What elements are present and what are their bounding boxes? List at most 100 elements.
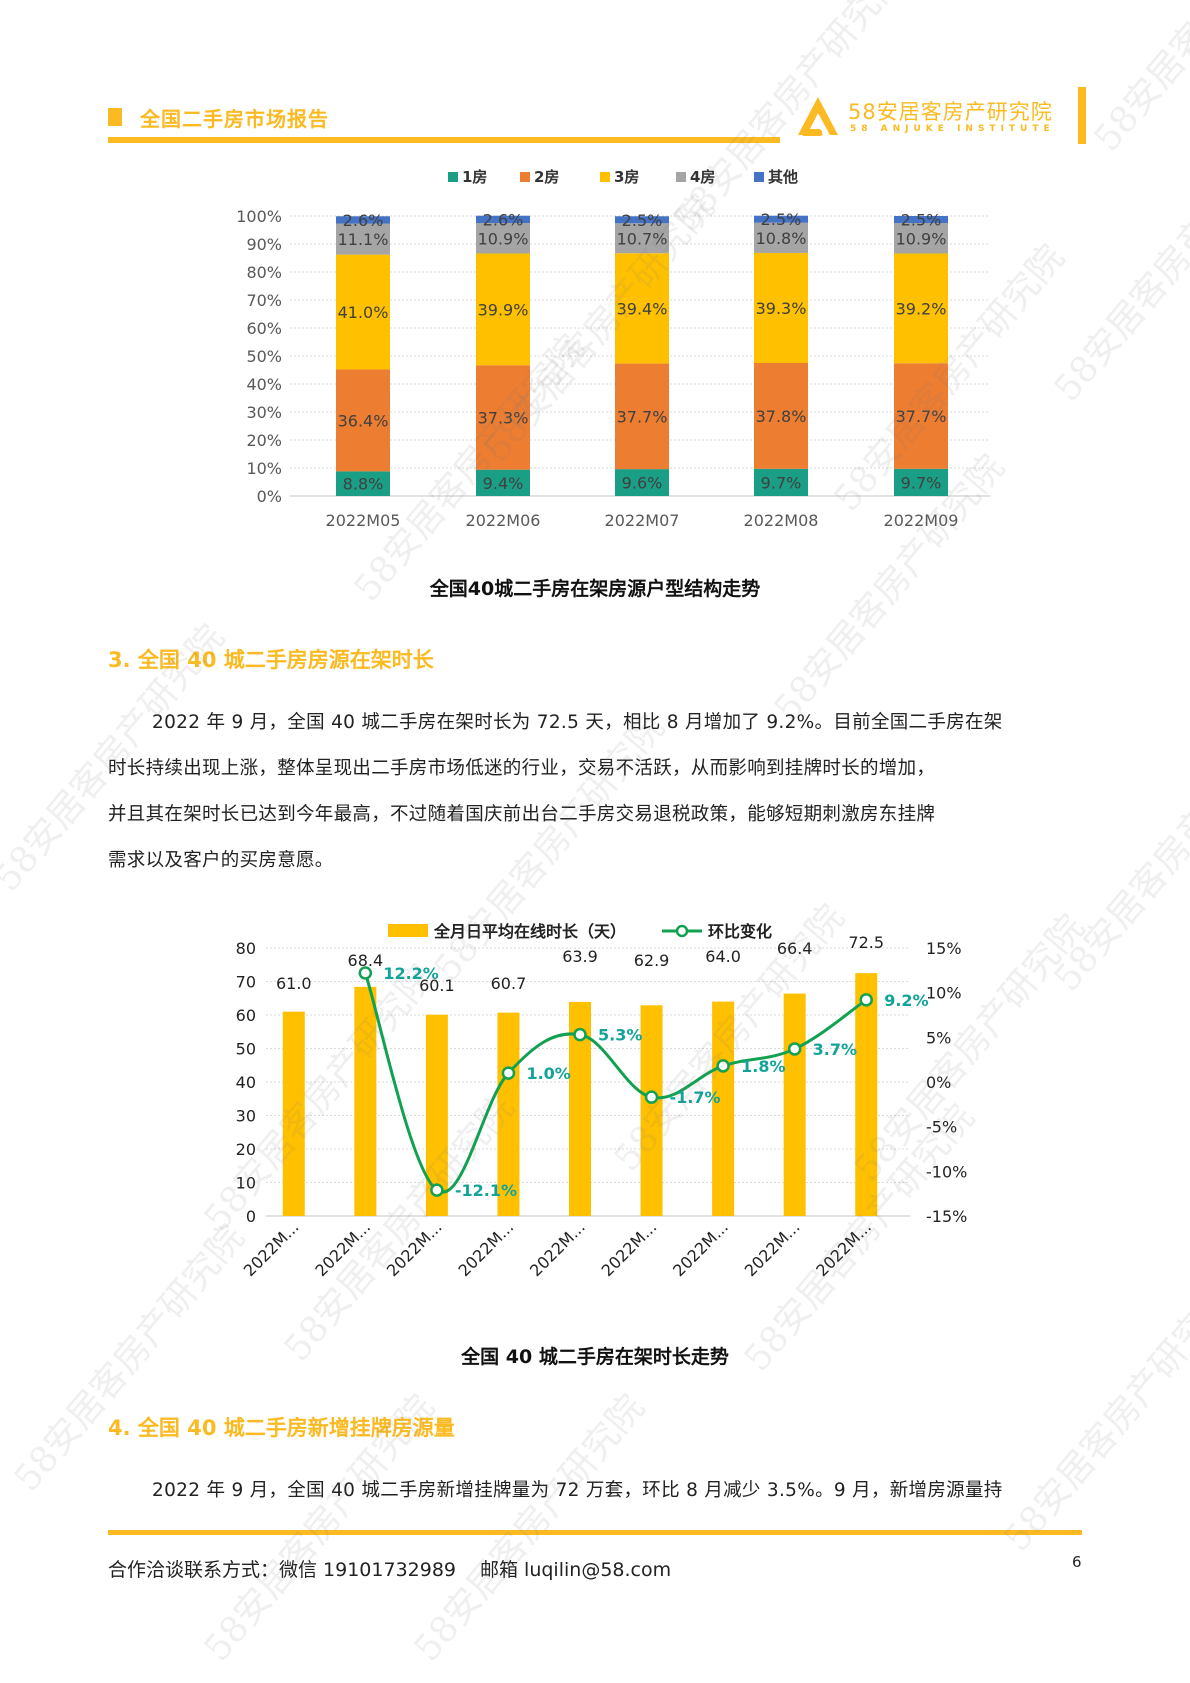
x-tick: 2022M... <box>240 1217 303 1280</box>
svg-text:3房: 3房 <box>614 168 639 186</box>
para-line-1: 2022 年 9 月，全国 40 城二手房新增挂牌量为 72 万套，环比 8 月… <box>152 1480 1003 1501</box>
bar-segment <box>894 363 948 469</box>
y-left-tick: 80 <box>236 939 256 958</box>
y-tick: 20% <box>246 431 282 450</box>
y-right-tick: -5% <box>926 1118 957 1137</box>
line-value-label: 1.0% <box>526 1064 570 1083</box>
bar-segment <box>894 223 948 254</box>
chart1-caption: 全国40城二手房在架房源户型结构走势 <box>429 578 761 600</box>
room-structure-chart: 1房 2房 3房 4房 其他 0% 10% 20% 30% 40% 50% 60% 70% 80% 90% 1… <box>236 168 990 530</box>
duration-bar <box>569 1001 591 1216</box>
y-left-tick: 10 <box>236 1174 256 1193</box>
legend-swatch <box>676 172 686 182</box>
section4-title: 4. 全国 40 城二手房新增挂牌房源量 <box>108 1416 455 1440</box>
x-tick: 2022M05 <box>326 511 401 530</box>
legend-item-4: 4房 <box>676 168 715 186</box>
y-left-tick: 50 <box>236 1040 256 1059</box>
legend-swatch <box>600 172 610 182</box>
bar-value-label: 62.9 <box>634 951 670 970</box>
contact-wechat: 合作洽谈联系方式：微信 19101732989 <box>108 1559 457 1581</box>
legend-item-5: 其他 <box>754 168 798 186</box>
line-value-label: -1.7% <box>670 1088 721 1107</box>
x-tick: 2022M... <box>311 1217 374 1280</box>
watermark-text: 58安居客房产研究院 <box>1046 127 1190 410</box>
legend-item-2: 2房 <box>520 168 559 186</box>
data-label: 2.6% <box>483 210 524 229</box>
footer-divider <box>108 1530 1082 1535</box>
section3-title: 3. 全国 40 城二手房房源在架时长 <box>108 648 434 672</box>
listing-duration-chart: 全月日平均在线时长（天） 环比变化 0 10 20 30 40 50 60 70 80 -15% -10… <box>236 922 968 1280</box>
bar-segment <box>615 216 669 224</box>
svg-text:其他: 其他 <box>768 168 798 186</box>
bar-segment <box>336 223 390 255</box>
bar-segment <box>754 363 808 469</box>
bar-segment <box>476 253 530 366</box>
bar-segment <box>894 253 948 364</box>
line-value-label: -12.1% <box>455 1181 517 1200</box>
x-tick: 2022M... <box>454 1217 517 1280</box>
section3-paragraph: 2022 年 9 月，全国 40 城二手房在架时长为 72.5 天，相比 8 月… <box>108 700 1083 884</box>
data-label: 37.7% <box>896 407 947 426</box>
contact-email[interactable]: 邮箱 luqilin@58.com <box>480 1559 672 1581</box>
data-label: 10.7% <box>617 229 668 248</box>
duration-bar <box>354 986 377 1216</box>
bar-segment <box>476 365 530 470</box>
bar-value-label: 72.5 <box>848 933 884 952</box>
bar-segment <box>615 223 669 254</box>
data-label: 9.7% <box>761 473 802 492</box>
duration-bar <box>855 973 878 1216</box>
bar-segment <box>476 469 530 496</box>
y-tick: 40% <box>246 375 282 394</box>
y-left-tick: 0 <box>246 1207 256 1226</box>
svg-text:1房: 1房 <box>462 168 487 186</box>
bar-segment <box>336 216 390 224</box>
data-label: 36.4% <box>338 411 389 430</box>
y-tick: 80% <box>246 263 282 282</box>
anjuke-logo-icon <box>798 97 838 136</box>
y-tick: 50% <box>246 347 282 366</box>
data-label: 39.2% <box>896 299 947 318</box>
para-line-2: 时长持续出现上涨，整体呈现出二手房市场低迷的行业，交易不活跃，从而影响到挂牌时长… <box>108 758 936 779</box>
legend-swatch-line <box>675 924 689 938</box>
report-title: 全国二手房市场报告 <box>140 107 329 131</box>
page-number: 6 <box>1072 1553 1082 1571</box>
data-label: 9.6% <box>622 474 663 493</box>
x-tick: 2022M... <box>383 1217 446 1280</box>
data-label: 37.8% <box>756 407 807 426</box>
chart2-legend: 全月日平均在线时长（天） 环比变化 <box>388 922 772 941</box>
data-label: 2.5% <box>622 211 663 230</box>
header-marker <box>108 108 122 126</box>
x-tick: 2022M... <box>526 1217 589 1280</box>
bar-value-label: 66.4 <box>777 939 813 958</box>
legend-swatch <box>754 172 764 182</box>
y-left-tick: 30 <box>236 1107 256 1126</box>
logo-bar <box>1078 87 1086 144</box>
bar-segment <box>754 215 808 223</box>
footer-contact: 合作洽谈联系方式：微信 19101732989 邮箱 luqilin@58.com <box>108 1555 671 1582</box>
stacked-bar-2022M05: 8.8% 36.4% 41.0% 11.1%2.6% <box>336 211 390 496</box>
data-label: 39.4% <box>617 299 668 318</box>
y-tick: 0% <box>257 487 282 506</box>
y-right-tick: 0% <box>926 1073 951 1092</box>
duration-bar <box>712 1001 735 1216</box>
stacked-bar-2022M06: 9.4% 37.3% 39.9% 10.9%2.6% <box>476 210 530 496</box>
para-line-1: 2022 年 9 月，全国 40 城二手房在架时长为 72.5 天，相比 8 月… <box>152 712 1003 733</box>
para-line-3: 并且其在架时长已达到今年最高，不过随着国庆前出台二手房交易退税政策，能够短期刺激… <box>108 804 936 825</box>
y-right-tick: 10% <box>926 984 962 1003</box>
x-tick: 2022M06 <box>466 511 541 530</box>
x-tick: 2022M09 <box>884 511 959 530</box>
watermark-text: 58安居客房产研究院 <box>996 1277 1190 1560</box>
para-line-4: 需求以及客户的买房意愿。 <box>108 850 334 871</box>
y-tick: 70% <box>246 291 282 310</box>
data-label: 41.0% <box>338 303 389 322</box>
bar-segment <box>336 369 390 472</box>
y-tick: 100% <box>236 207 282 226</box>
bar-segment <box>615 363 669 470</box>
x-tick: 2022M07 <box>605 511 680 530</box>
bar-value-label: 60.7 <box>491 974 527 993</box>
bar-segment <box>754 468 808 496</box>
data-label: 2.5% <box>901 211 942 230</box>
x-tick: 2022M... <box>669 1217 732 1280</box>
y-left-tick: 60 <box>236 1006 256 1025</box>
line-marker <box>787 1042 802 1056</box>
